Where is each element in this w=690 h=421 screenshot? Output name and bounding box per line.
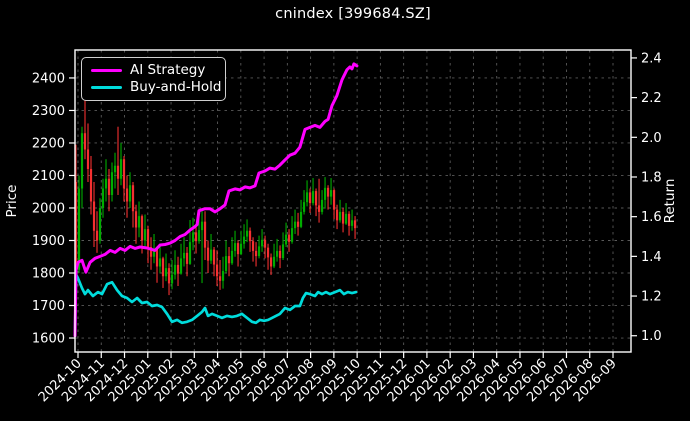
y-axis-label-return: Return (662, 179, 678, 224)
legend-label: Buy-and-Hold (130, 78, 222, 95)
y-left-tick-label: 1900 (32, 234, 65, 249)
ai-strategy-line (73, 62, 359, 338)
legend-label: AI Strategy (130, 61, 206, 78)
y-left-tick-label: 1800 (32, 267, 65, 282)
y-left-tick-label: 2000 (32, 201, 65, 216)
y-left-tick-label: 1700 (32, 299, 65, 314)
y-left-tick-label: 1600 (32, 332, 65, 347)
y-right-tick-label: 1.8 (641, 170, 662, 185)
y-left-tick-label: 2100 (32, 169, 65, 184)
buy-and-hold-line (73, 272, 358, 338)
chart-title: cnindex [399684.SZ] (275, 6, 431, 22)
y-right-tick-label: 2.2 (641, 91, 662, 106)
y-right-tick-label: 1.4 (641, 250, 662, 265)
y-axis-label-price: Price (4, 185, 20, 218)
legend-item-buy-and-hold: Buy-and-Hold (91, 80, 221, 95)
tick-marks (69, 57, 637, 358)
y-left-tick-label: 2400 (32, 71, 65, 86)
y-left-tick-label: 2200 (32, 136, 65, 151)
plot-border (74, 49, 632, 353)
y-right-tick-label: 2.0 (641, 131, 662, 146)
y-left-tick-label: 2300 (32, 104, 65, 119)
ai-strategy-line-swatch (91, 68, 122, 73)
y-right-tick-label: 2.4 (641, 51, 662, 66)
legend: AI Strategy Buy-and-Hold (81, 57, 226, 101)
y-right-tick-label: 1.0 (641, 329, 662, 344)
y-right-tick-label: 1.2 (641, 290, 662, 305)
buy-and-hold-line-swatch (91, 85, 122, 90)
candlestick-series (74, 99, 357, 296)
legend-item-ai-strategy: AI Strategy (91, 61, 217, 78)
y-right-tick-label: 1.6 (641, 210, 662, 225)
